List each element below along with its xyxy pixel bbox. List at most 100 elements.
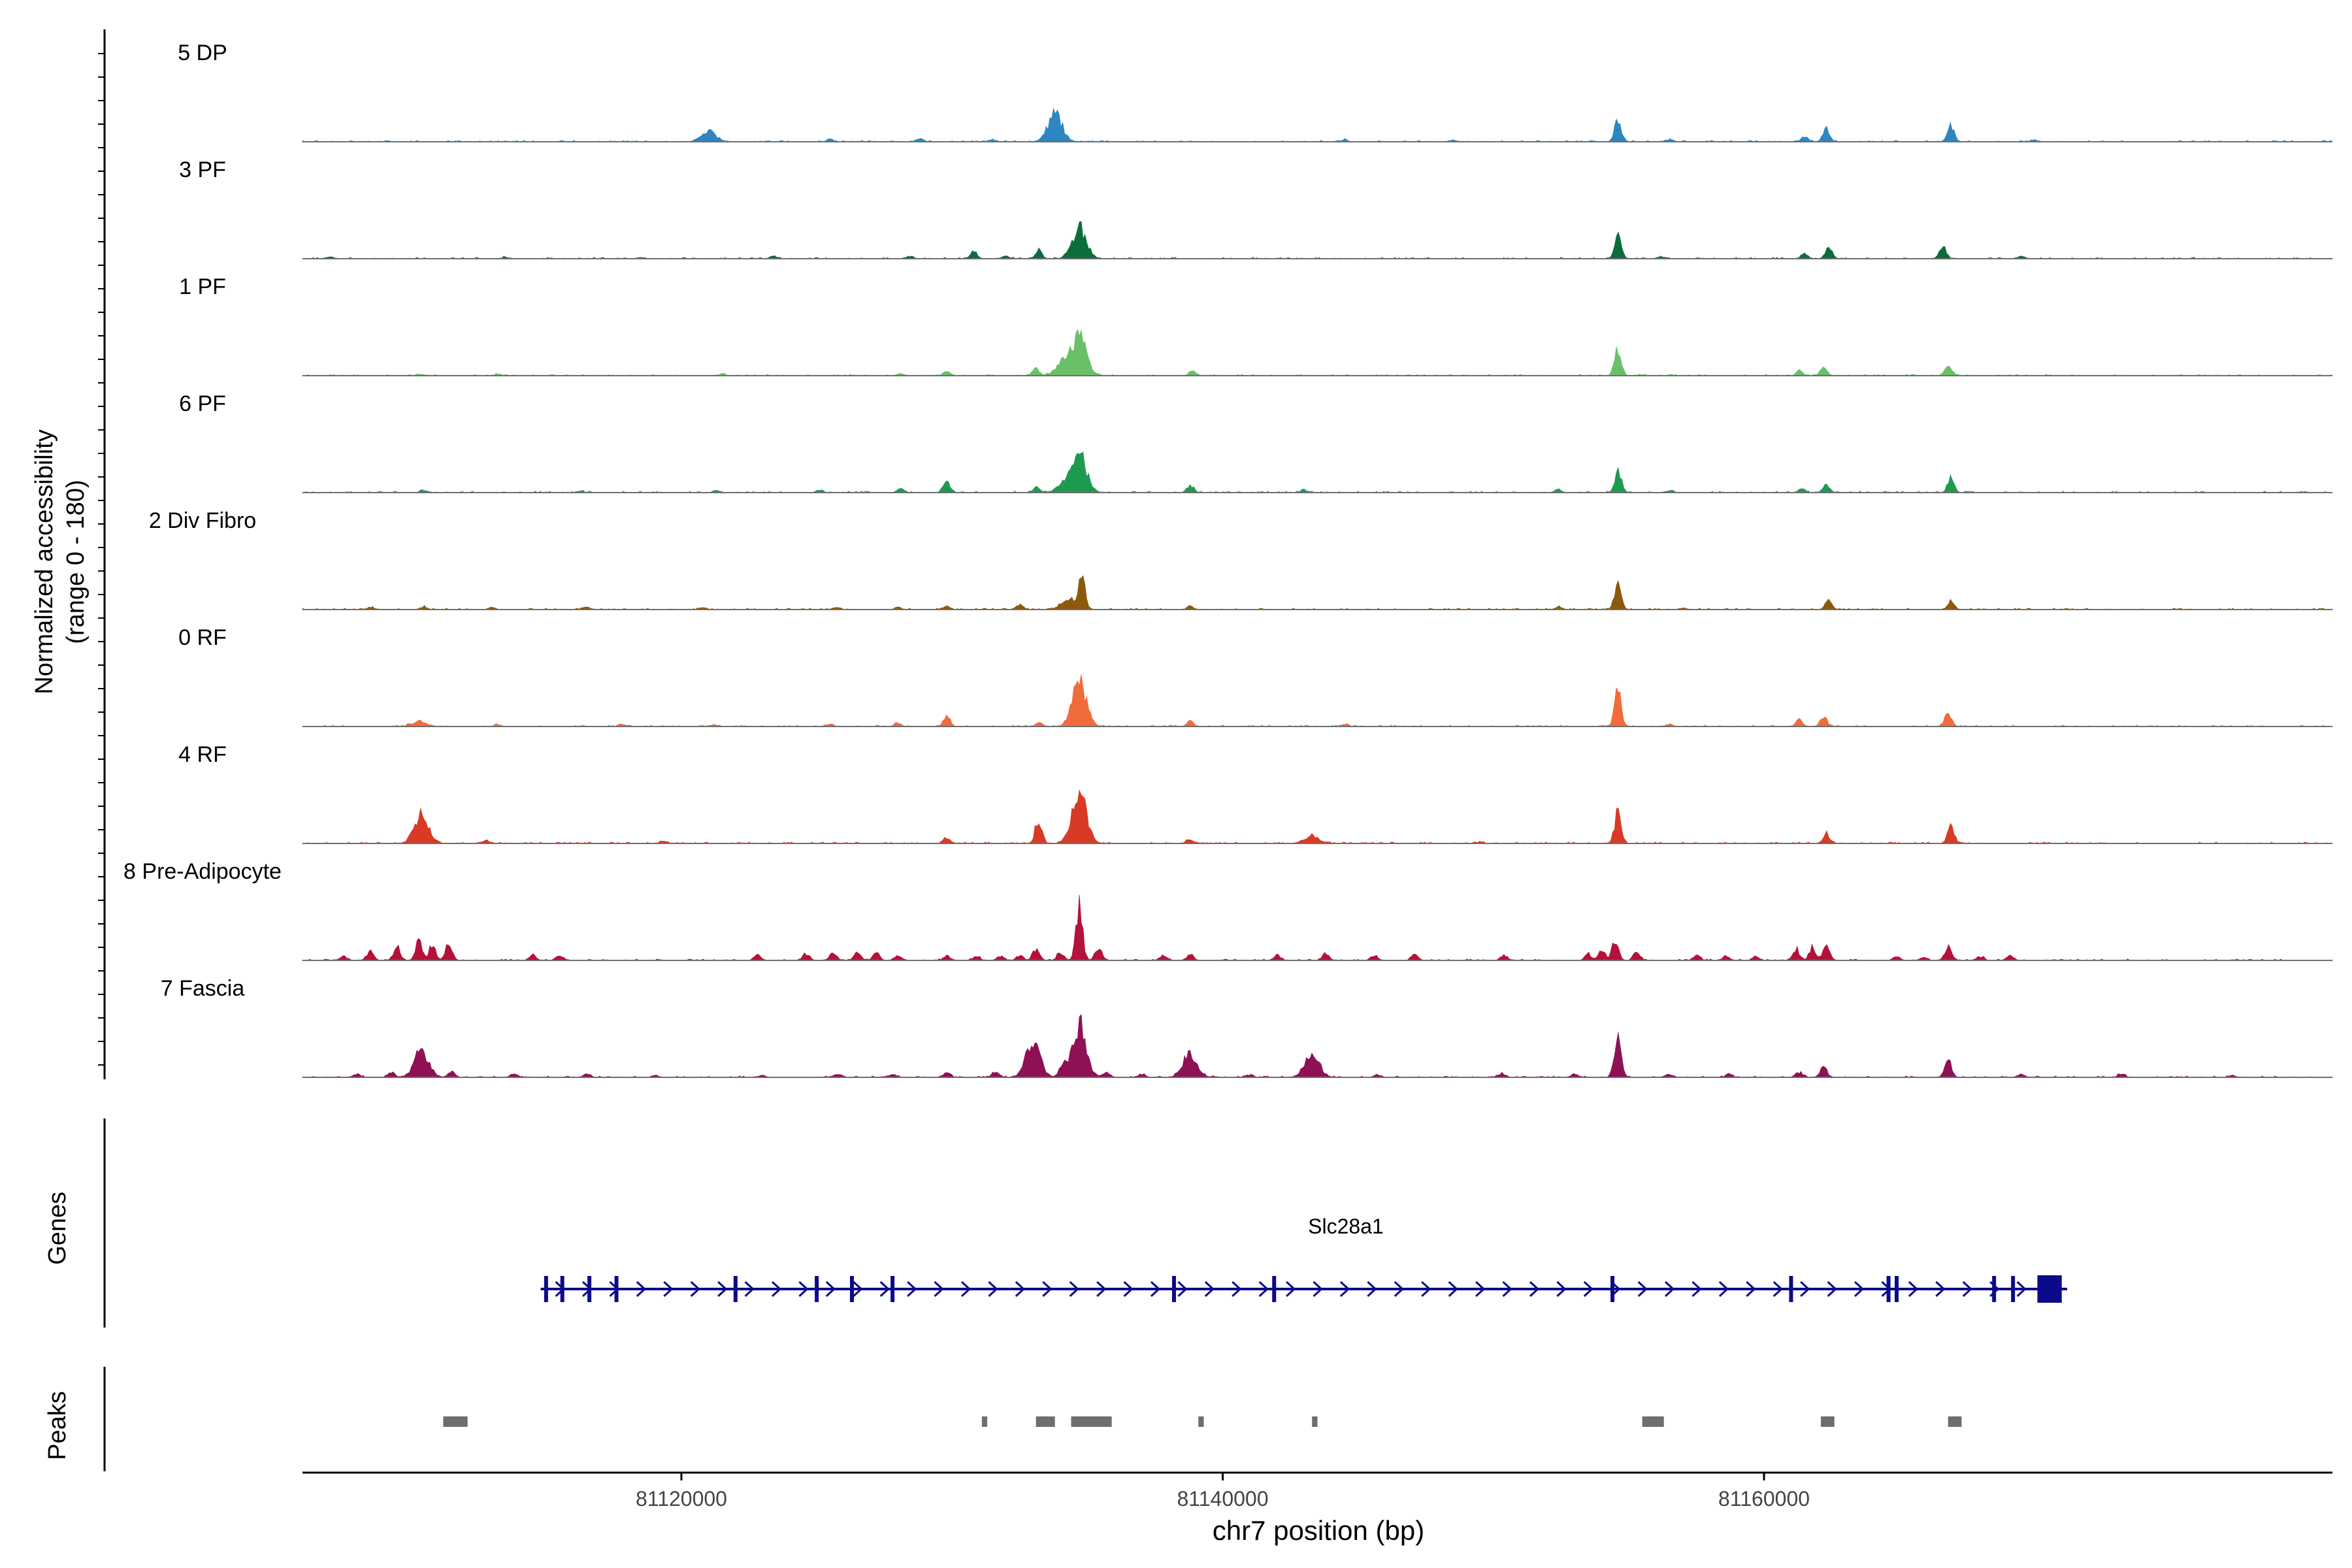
strand-arrow	[690, 1281, 700, 1298]
strand-arrow	[825, 1281, 836, 1298]
track-signal-area	[302, 789, 2333, 844]
strand-arrow	[1529, 1281, 1540, 1298]
strand-arrow	[1069, 1281, 1079, 1298]
gene-exon	[733, 1276, 738, 1302]
strand-arrow	[1583, 1281, 1593, 1298]
gene-exon	[1886, 1276, 1891, 1302]
strand-arrow	[1313, 1281, 1323, 1298]
peak-region	[443, 1416, 468, 1427]
peak-region	[1036, 1416, 1055, 1427]
track-label: 0 RF	[178, 625, 227, 650]
strand-arrow	[1800, 1281, 1810, 1298]
track-1-pf: 1 PF	[179, 274, 2333, 376]
track-signal-area	[302, 328, 2333, 376]
strand-arrow	[1691, 1281, 1702, 1298]
genes-axis-label: Genes	[44, 1192, 71, 1265]
x-axis-title: chr7 position (bp)	[1213, 1515, 1425, 1546]
track-label: 1 PF	[179, 274, 226, 299]
strand-arrow	[1421, 1281, 1431, 1298]
x-axis-tick-label: 81140000	[1177, 1487, 1269, 1511]
strand-arrow	[960, 1281, 972, 1298]
peaks-track	[443, 1416, 1962, 1427]
gene-exon	[1895, 1276, 1899, 1302]
gene-name-label: Slc28a1	[1308, 1215, 1384, 1238]
strand-arrow	[1258, 1281, 1269, 1298]
strand-arrow	[1718, 1281, 1729, 1298]
strand-arrow	[1962, 1281, 1972, 1298]
strand-arrow	[1772, 1281, 1783, 1298]
peak-region	[1948, 1416, 1962, 1427]
track-8-pre-adipocyte: 8 Pre-Adipocyte	[123, 859, 2333, 961]
x-axis: 81120000 81140000 81160000	[302, 1471, 2332, 1511]
peak-region	[981, 1416, 988, 1427]
strand-arrow	[1448, 1281, 1458, 1298]
strand-arrow	[1177, 1281, 1188, 1298]
accessibility-tracks: 5 DP 3 PF 1 PF 6 PF 2 Div Fibro 0 RF 4 RF 8 Pre…	[123, 41, 2333, 1078]
strand-arrow	[1232, 1281, 1242, 1298]
strand-arrow	[744, 1281, 755, 1298]
gene-exon	[587, 1276, 592, 1302]
gene-exon	[890, 1276, 895, 1302]
y-axis-range-label: (range 0 - 180)	[62, 480, 90, 644]
track-label: 5 DP	[178, 41, 227, 65]
track-0-rf: 0 RF	[178, 625, 2333, 727]
strand-arrow	[1015, 1281, 1026, 1298]
track-label: 6 PF	[179, 391, 226, 416]
strand-arrow	[663, 1281, 674, 1298]
track-signal-area	[302, 107, 2333, 142]
peak-region	[1312, 1416, 1318, 1427]
gene-exon	[1992, 1276, 1997, 1302]
strand-arrow	[907, 1281, 917, 1298]
strand-arrow	[988, 1281, 998, 1298]
peak-region	[1642, 1416, 1664, 1427]
gene-exon	[1610, 1276, 1615, 1302]
strand-arrow	[1096, 1281, 1107, 1298]
track-signal-area	[302, 1014, 2333, 1078]
strand-arrow	[1556, 1281, 1567, 1298]
strand-arrow	[1665, 1281, 1675, 1298]
gene-terminal-exon	[2037, 1275, 2062, 1303]
strand-arrow	[771, 1281, 782, 1298]
gene-exon	[1789, 1276, 1793, 1302]
track-3-pf: 3 PF	[179, 157, 2333, 259]
strand-arrow	[934, 1281, 944, 1298]
track-4-rf: 4 RF	[178, 742, 2333, 844]
y-axis-label: Normalized accessibility	[31, 429, 58, 694]
gene-track	[540, 1275, 2068, 1303]
strand-arrow	[1123, 1281, 1134, 1298]
track-signal-area	[302, 674, 2333, 727]
track-label: 7 Fascia	[161, 976, 245, 1001]
track-label: 2 Div Fibro	[149, 508, 256, 533]
track-label: 8 Pre-Adipocyte	[123, 859, 282, 884]
strand-arrow	[1204, 1281, 1215, 1298]
strand-arrow	[853, 1281, 863, 1298]
gene-exon	[544, 1276, 548, 1302]
track-2-div-fibro: 2 Div Fibro	[149, 508, 2333, 610]
track-label: 3 PF	[179, 157, 226, 182]
track-6-pf: 6 PF	[179, 391, 2333, 493]
track-5-dp: 5 DP	[178, 41, 2333, 142]
x-axis-tick-label: 81160000	[1718, 1487, 1810, 1511]
peak-region	[1071, 1416, 1112, 1427]
track-signal-area	[302, 894, 2333, 961]
strand-arrow	[1394, 1281, 1404, 1298]
track-signal-area	[302, 451, 2333, 493]
strand-arrow	[1502, 1281, 1512, 1298]
strand-arrow	[1286, 1281, 1296, 1298]
peak-region	[1198, 1416, 1204, 1427]
gene-exon	[560, 1276, 564, 1302]
gene-exon	[614, 1276, 619, 1302]
strand-arrow	[636, 1281, 647, 1298]
x-axis-tick-label: 81120000	[636, 1487, 727, 1511]
axis-frames	[98, 29, 106, 1471]
strand-arrow	[1339, 1281, 1350, 1298]
strand-arrow	[1854, 1281, 1865, 1298]
peak-region	[1821, 1416, 1835, 1427]
strand-arrow	[879, 1281, 890, 1298]
gene-exon	[815, 1276, 819, 1302]
strand-arrow	[1367, 1281, 1377, 1298]
track-signal-area	[302, 575, 2333, 610]
strand-arrow	[1475, 1281, 1486, 1298]
strand-arrow	[1042, 1281, 1053, 1298]
